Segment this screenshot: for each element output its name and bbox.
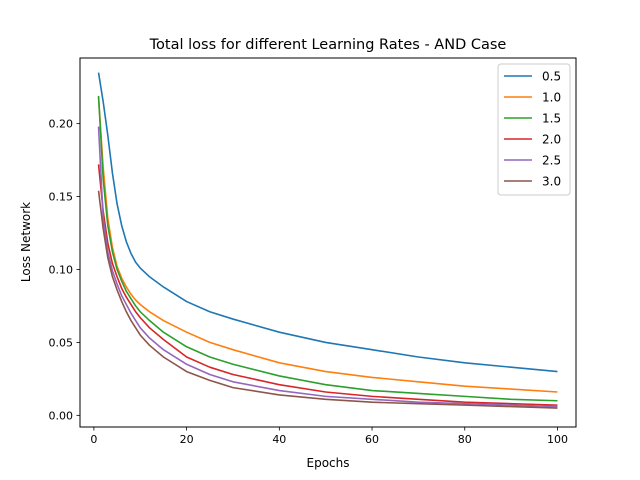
y-tick-label: 0.20	[49, 118, 74, 131]
series-line-0	[97, 72, 558, 373]
x-axis: 0 20 40 60 80 100	[90, 427, 568, 446]
axes-frame	[79, 57, 577, 428]
legend-label-1: 1.0	[542, 91, 561, 105]
series-line-3	[97, 164, 558, 406]
series-layer	[97, 72, 558, 409]
series-line-1	[97, 97, 558, 393]
x-tick-label: 80	[458, 433, 472, 446]
series-line-4	[97, 126, 558, 408]
legend-label-3: 2.0	[542, 133, 561, 147]
x-tick-label: 40	[272, 433, 286, 446]
x-axis-label: Epochs	[307, 456, 350, 470]
x-tick-label: 60	[365, 433, 379, 446]
x-tick-label: 20	[180, 433, 194, 446]
chart-title: Total loss for different Learning Rates …	[149, 37, 507, 53]
y-tick-label: 0.10	[49, 263, 74, 276]
y-axis: 0.00 0.05 0.10 0.15 0.20	[49, 118, 80, 422]
x-tick-label: 100	[547, 433, 568, 446]
legend: 0.5 1.0 1.5 2.0 2.5 3.0	[497, 63, 571, 196]
series-line-2	[97, 95, 558, 402]
legend-label-0: 0.5	[542, 70, 561, 84]
legend-label-5: 3.0	[542, 175, 561, 189]
series-line-5	[97, 190, 558, 409]
legend-label-4: 2.5	[542, 154, 561, 168]
y-axis-label: Loss Network	[19, 202, 33, 282]
y-tick-label: 0.05	[49, 336, 74, 349]
plot-area: 0 20 40 60 80 100 0.00 0.05 0.10 0.15 0.20	[49, 57, 577, 446]
legend-items: 0.5 1.0 1.5 2.0 2.5 3.0	[504, 70, 561, 189]
y-tick-label: 0.00	[49, 409, 74, 422]
legend-label-2: 1.5	[542, 112, 561, 126]
y-tick-label: 0.15	[49, 191, 74, 204]
x-tick-label: 0	[90, 433, 97, 446]
